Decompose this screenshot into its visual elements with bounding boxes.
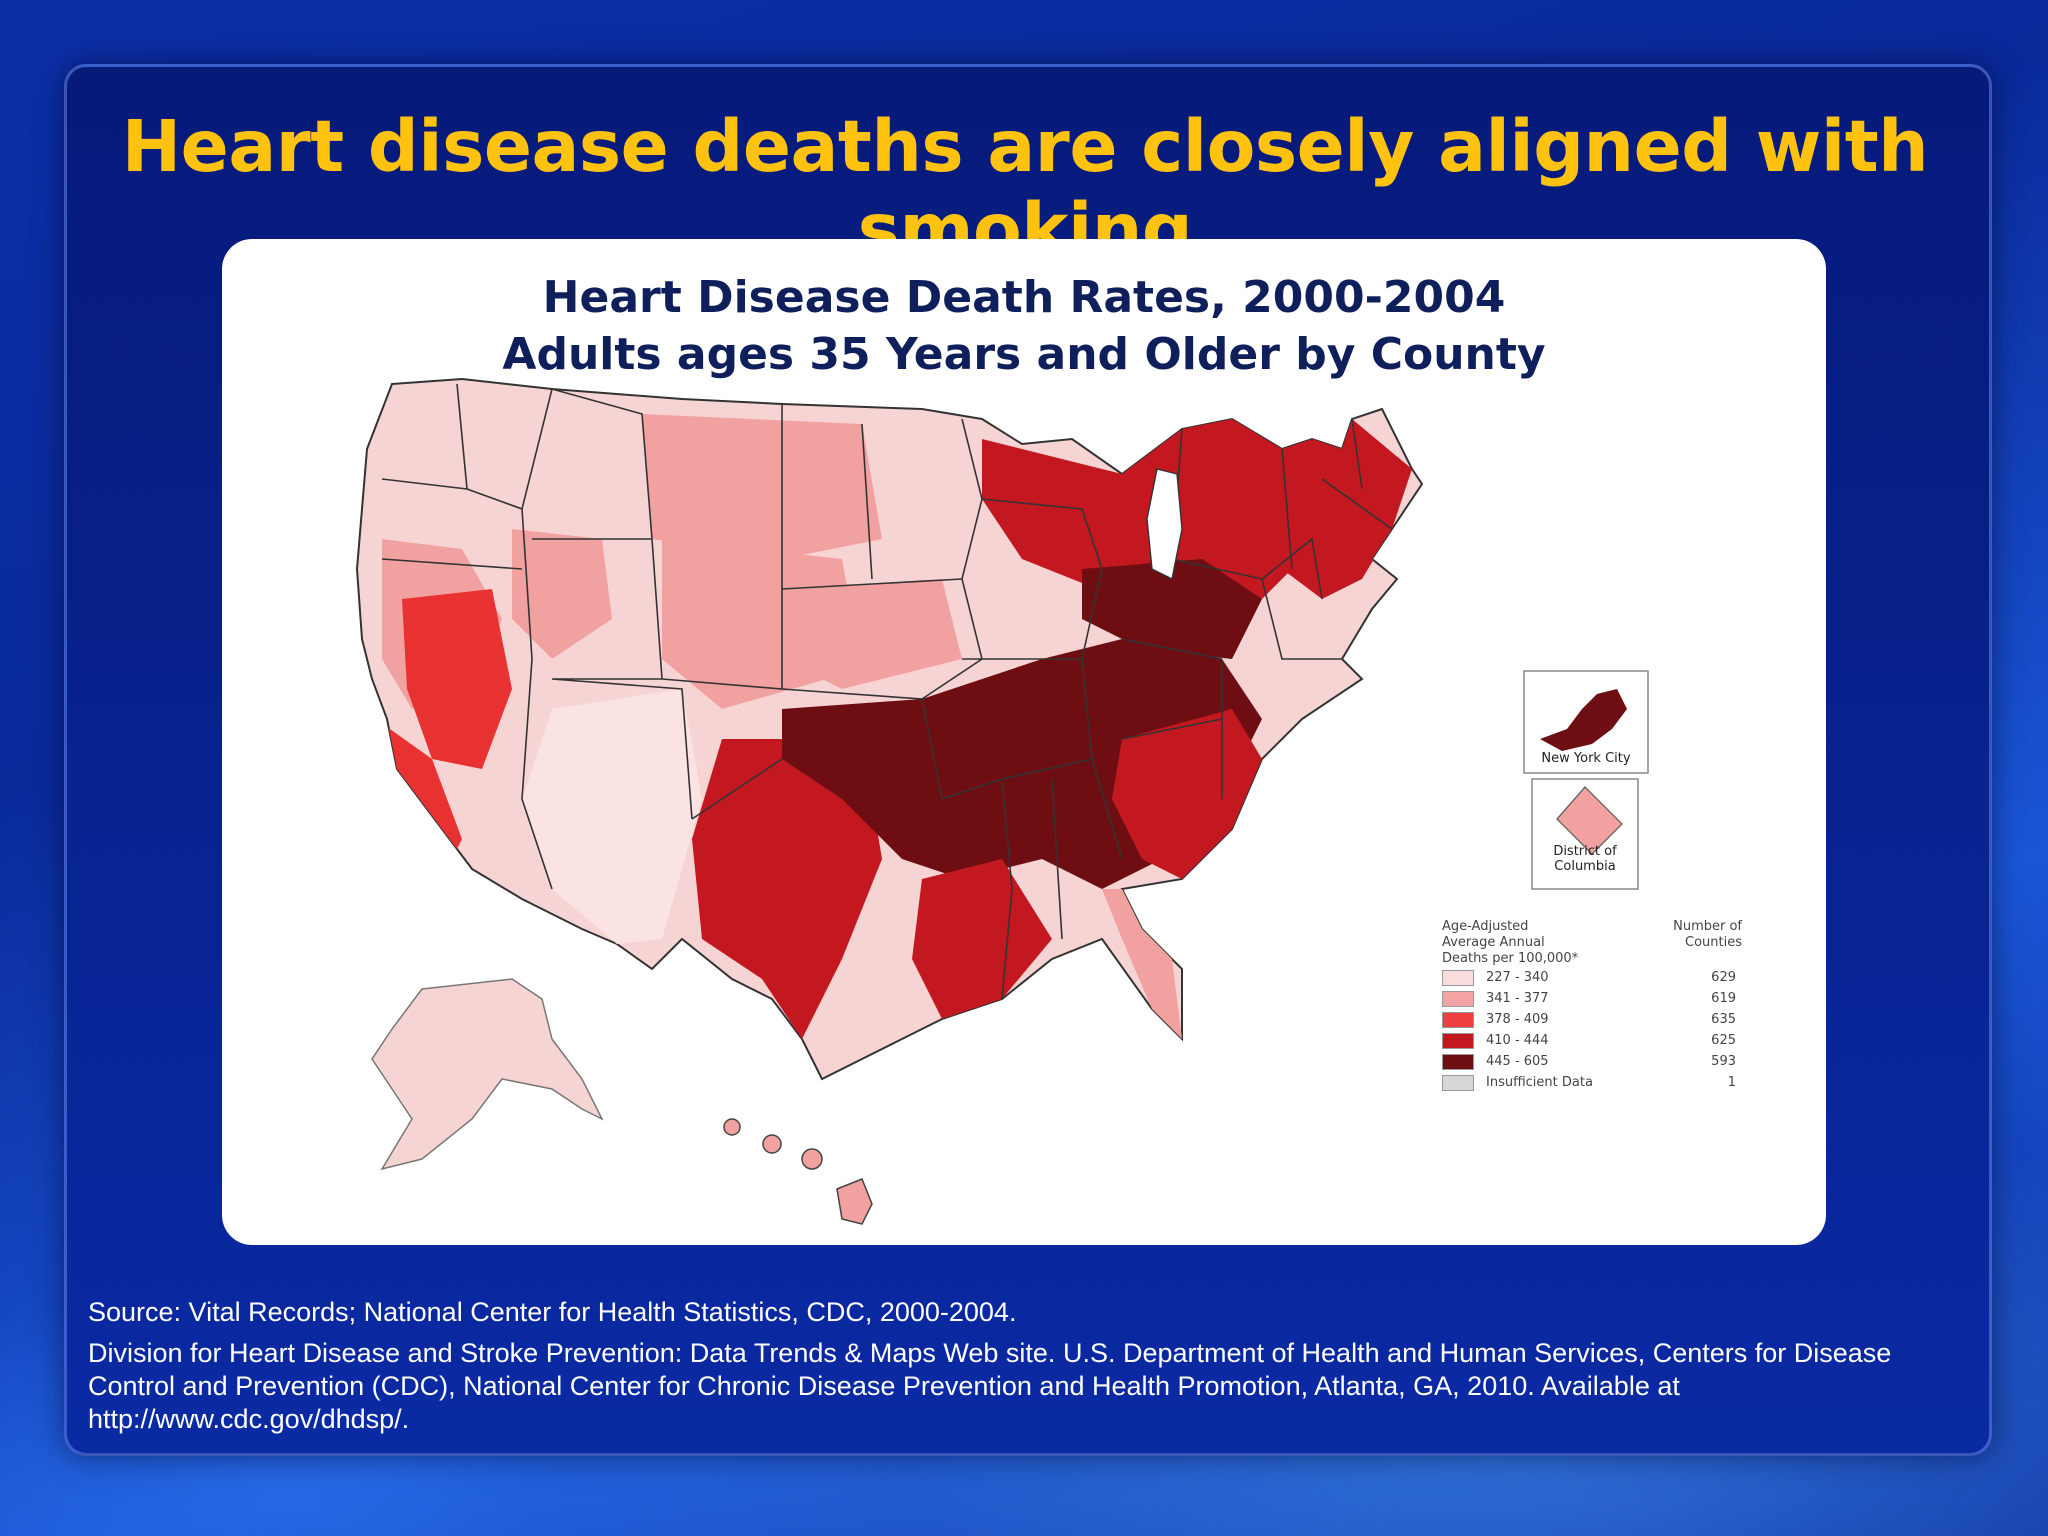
hawaii-island-big	[836, 1178, 873, 1225]
legend-header: Age-Adjusted Average Annual Deaths per 1…	[1442, 919, 1742, 967]
region-pink-rockies	[512, 529, 612, 659]
map-title-line2: Adults ages 35 Years and Older by County	[502, 329, 1546, 380]
region-pink-kansas	[782, 579, 962, 689]
us-county-map	[355, 377, 1649, 1225]
map-title: Heart Disease Death Rates, 2000-2004 Adu…	[222, 269, 1826, 383]
legend-count-heading-line2: Counties	[1685, 935, 1742, 950]
region-light-southwest	[522, 689, 702, 944]
region-dark-ohio-valley	[1082, 559, 1262, 659]
hawaii	[723, 1118, 873, 1225]
inset-district-of-columbia	[1531, 778, 1639, 890]
legend-row: 341 - 377 619	[1442, 988, 1742, 1009]
state-lines-central	[921, 418, 1223, 1000]
region-red-southeast	[1112, 709, 1262, 879]
region-red-texas	[692, 739, 882, 1039]
legend-row: Insufficient Data 1	[1442, 1072, 1742, 1093]
inset-dc-label-line2: Columbia	[1554, 859, 1616, 874]
map-card: Heart Disease Death Rates, 2000-2004 Adu…	[222, 239, 1826, 1245]
source-line1: Source: Vital Records; National Center f…	[88, 1297, 1017, 1327]
region-red-mississippi-delta	[912, 859, 1052, 1019]
legend-heading-line1: Age-Adjusted	[1442, 919, 1529, 934]
inset-new-york-city	[1523, 670, 1649, 774]
inset-dc-label: District of Columbia	[1532, 844, 1638, 874]
legend-swatch	[1442, 1032, 1474, 1049]
legend-range: 445 - 605	[1486, 1054, 1549, 1069]
legend-swatch	[1442, 990, 1474, 1007]
legend-swatch	[1442, 1074, 1474, 1091]
region-pink-northern-plains	[642, 414, 882, 559]
conterminous-us	[355, 377, 1424, 1081]
hawaii-island-oahu	[762, 1134, 782, 1154]
hawaii-island-kauai	[723, 1118, 741, 1136]
legend-heading-line2: Average Annual	[1442, 935, 1545, 950]
legend-count-heading: Number of Counties	[1657, 919, 1742, 967]
legend-count: 635	[1711, 1012, 1736, 1027]
legend-range: 227 - 340	[1486, 970, 1549, 985]
legend-count: 619	[1711, 991, 1736, 1006]
legend-count-heading-line1: Number of	[1673, 919, 1742, 934]
region-pink-florida	[1102, 889, 1182, 1039]
source-citation: Source: Vital Records; National Center f…	[88, 1296, 1968, 1444]
lake-michigan	[1146, 468, 1183, 581]
map-title-line1: Heart Disease Death Rates, 2000-2004	[542, 272, 1506, 323]
inset-dc-shape	[1556, 786, 1623, 855]
legend-rate-heading: Age-Adjusted Average Annual Deaths per 1…	[1442, 919, 1602, 967]
legend-range: Insufficient Data	[1486, 1075, 1593, 1090]
legend-count: 593	[1711, 1054, 1736, 1069]
source-line2: Division for Heart Disease and Stroke Pr…	[88, 1338, 1892, 1434]
inset-nyc-label: New York City	[1541, 751, 1631, 766]
inset-dc-label-line1: District of	[1553, 844, 1617, 859]
county-rate-regions	[362, 414, 1412, 1039]
legend-swatch	[1442, 1053, 1474, 1070]
legend-range: 378 - 409	[1486, 1012, 1549, 1027]
legend-count: 1	[1727, 1075, 1736, 1090]
legend-row: 445 - 605 593	[1442, 1051, 1742, 1072]
legend-rows: 227 - 340 629 341 - 377 619 378 - 409 63…	[1442, 967, 1742, 1093]
inset-nyc-shape	[1540, 689, 1627, 751]
legend-row: 378 - 409 635	[1442, 1009, 1742, 1030]
legend-count: 625	[1711, 1033, 1736, 1048]
legend-range: 341 - 377	[1486, 991, 1549, 1006]
legend-row: 410 - 444 625	[1442, 1030, 1742, 1051]
legend-count: 629	[1711, 970, 1736, 985]
legend-swatch	[1442, 1011, 1474, 1028]
map-legend: Age-Adjusted Average Annual Deaths per 1…	[1442, 919, 1742, 1093]
alaska	[371, 978, 604, 1171]
legend-row: 227 - 340 629	[1442, 967, 1742, 988]
alaska-shape	[371, 978, 604, 1171]
legend-range: 410 - 444	[1486, 1033, 1549, 1048]
region-red-nevada	[402, 589, 512, 769]
legend-heading-line3: Deaths per 100,000*	[1442, 951, 1579, 966]
hawaii-island-maui	[801, 1148, 823, 1170]
legend-swatch	[1442, 969, 1474, 986]
